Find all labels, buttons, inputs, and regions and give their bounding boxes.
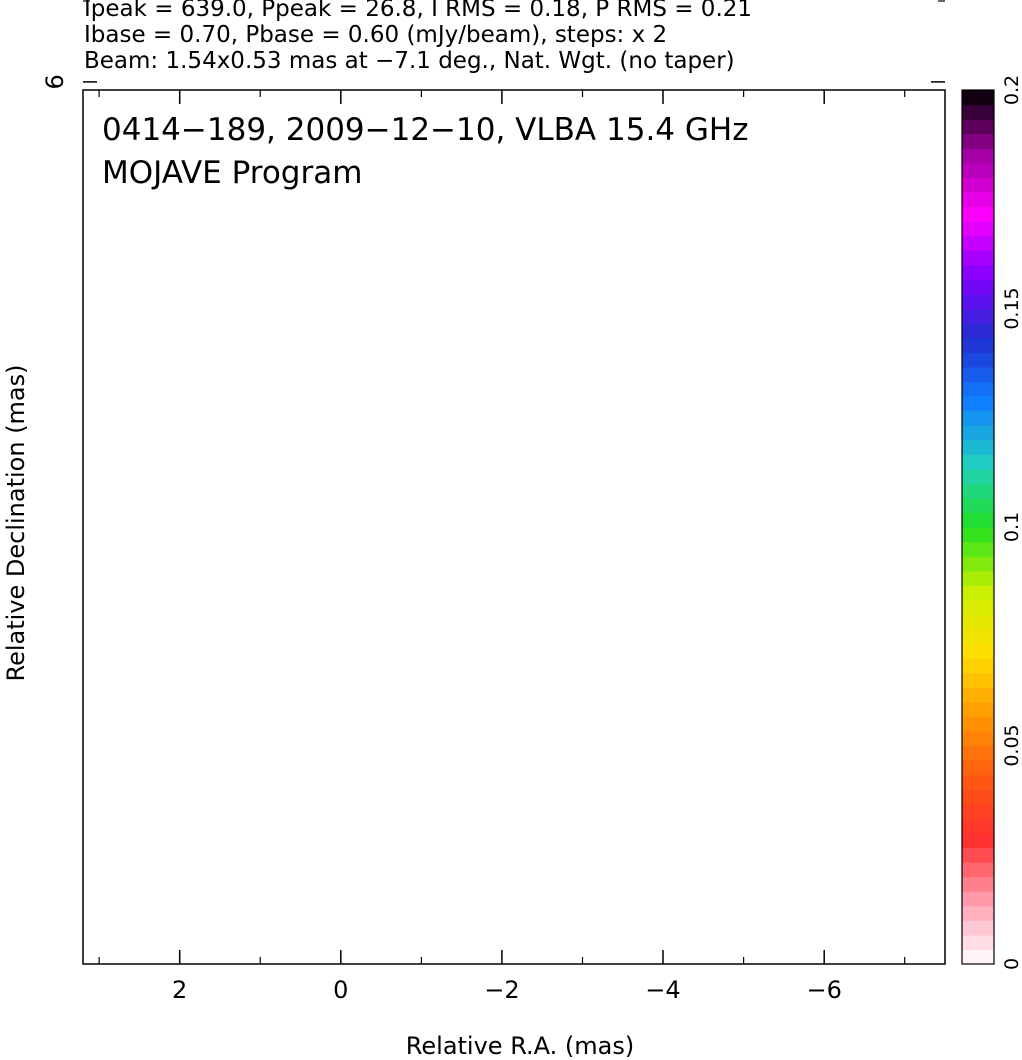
colorbar-segment: [962, 162, 994, 178]
chart-title: 0414−189, 2009−12−10, VLBA 15.4 GHz: [102, 112, 748, 148]
colorbar-segment: [962, 90, 994, 106]
header-base-line: Ibase = 0.70, Pbase = 0.60 (mJy/beam), s…: [84, 22, 668, 48]
colorbar-segment: [962, 730, 994, 747]
colorbar-tick-label: 0.05: [1001, 724, 1022, 766]
colorbar-segment: [962, 512, 994, 528]
colorbar-segment: [962, 119, 994, 135]
colorbar-segment: [962, 323, 994, 339]
colorbar-segment: [962, 366, 994, 382]
colorbar-tick-label: 0.1: [1001, 512, 1022, 542]
colorbar-segment: [962, 293, 994, 310]
colorbar-segment: [962, 774, 994, 790]
axis-ticks: 20−2−4−66420−2−4: [41, 0, 945, 1004]
header-beam-line: Beam: 1.54x0.53 mas at −7.1 deg., Nat. W…: [84, 48, 735, 74]
colorbar-segment: [962, 148, 994, 164]
colorbar-segment: [962, 191, 994, 208]
colorbar-segment: [962, 920, 994, 936]
colorbar-segment: [962, 497, 994, 514]
colorbar-segment: [962, 847, 994, 863]
colorbar-segment: [962, 862, 994, 878]
colorbar-segment: [962, 483, 994, 499]
colorbar-segment: [962, 425, 994, 441]
x-tick-label: 0: [333, 976, 348, 1004]
colorbar-segment: [962, 745, 994, 761]
colorbar-segment: [962, 221, 994, 237]
colorbar-segment: [962, 527, 994, 543]
colorbar-segment: [962, 337, 994, 353]
colorbar-segment: [962, 352, 994, 368]
colorbar-segment: [962, 133, 994, 149]
colorbar-segment: [962, 628, 994, 645]
colorbar-segment: [962, 789, 994, 805]
colorbar-segment: [962, 104, 994, 120]
colorbar-segment: [962, 599, 994, 615]
colorbar-segment: [962, 934, 994, 951]
colorbar-segment: [962, 395, 994, 412]
colorbar-segment: [962, 279, 994, 295]
header-peak-line: Ipeak = 639.0, Ppeak = 26.8, I RMS = 0.1…: [84, 0, 753, 22]
colorbar-segment: [962, 250, 994, 266]
colorbar-segment: [962, 468, 994, 484]
colorbar-segment: [962, 643, 994, 659]
colorbar-segment: [962, 905, 994, 921]
colorbar-segment: [962, 949, 994, 965]
colorbar-segment: [962, 308, 994, 324]
x-tick-label: −6: [807, 976, 842, 1004]
x-tick-label: 2: [172, 976, 187, 1004]
colorbar-segment: [962, 658, 994, 674]
colorbar-tick-label: 0.15: [1001, 287, 1022, 329]
colorbar-tick-label: 0: [1001, 958, 1022, 970]
colorbar-segment: [962, 585, 994, 601]
colorbar-segment: [962, 891, 994, 907]
colorbar-segment: [962, 716, 994, 732]
colorbar-segment: [962, 614, 994, 630]
colorbar-segment: [962, 803, 994, 819]
chart-subtitle: MOJAVE Program: [102, 155, 362, 191]
x-tick-label: −2: [484, 976, 519, 1004]
colorbar-segment: [962, 410, 994, 426]
colorbar-segment: [962, 264, 994, 280]
x-axis-label: Relative R.A. (mas): [406, 1032, 634, 1060]
y-axis-label: Relative Declination (mas): [2, 364, 30, 681]
colorbar-segment: [962, 832, 994, 849]
colorbar-frame: [961, 89, 995, 965]
colorbar-segment: [962, 701, 994, 717]
colorbar: 0 0.05 0.1 0.15 0.2: [961, 75, 1022, 970]
colorbar-segment: [962, 876, 994, 892]
colorbar-segment: [962, 687, 994, 703]
colorbar-segment: [962, 439, 994, 455]
colorbar-segment: [962, 454, 994, 470]
colorbar-segment: [962, 760, 994, 776]
colorbar-segment: [962, 672, 994, 688]
colorbar-segment: [962, 235, 994, 251]
colorbar-segment: [962, 177, 994, 193]
colorbar-segment: [962, 818, 994, 834]
colorbar-segment: [962, 381, 994, 397]
x-tick-label: −4: [645, 976, 680, 1004]
colorbar-tick-label: 0.2: [1001, 75, 1022, 105]
colorbar-segment: [962, 206, 994, 222]
colorbar-segment: [962, 541, 994, 557]
plot-frame: [82, 89, 946, 965]
colorbar-segment: [962, 570, 994, 586]
y-tick-label: 6: [41, 74, 69, 89]
colorbar-segment: [962, 556, 994, 572]
